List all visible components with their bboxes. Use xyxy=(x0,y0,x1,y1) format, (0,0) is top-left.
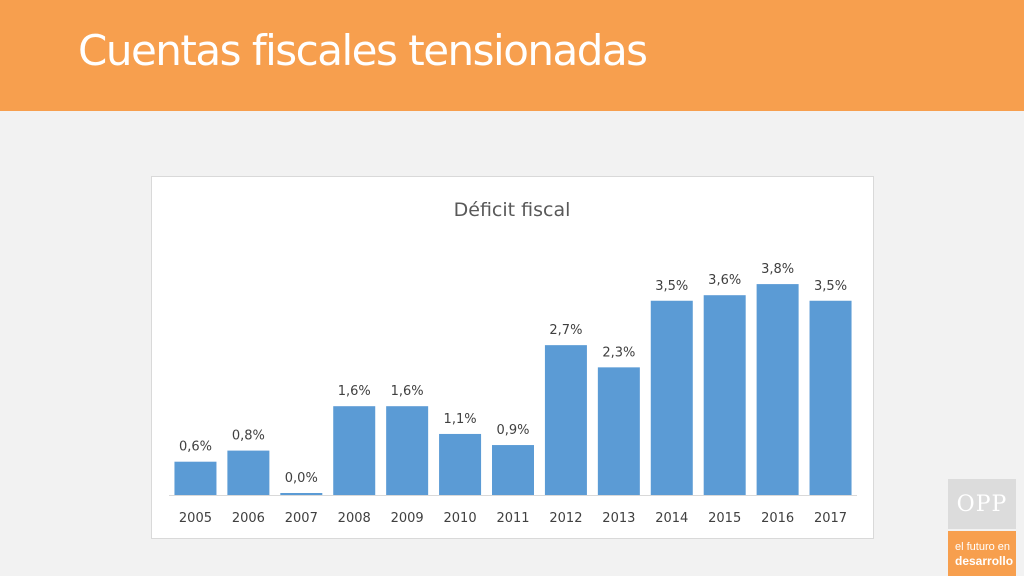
bar-2010 xyxy=(439,433,482,495)
x-tick-label-2011: 2011 xyxy=(496,511,529,526)
bar-2015 xyxy=(703,295,746,495)
data-label-2014: 3,5% xyxy=(655,279,688,294)
data-label-2010: 1,1% xyxy=(444,412,477,427)
bar-2006 xyxy=(227,450,270,495)
bar-2014 xyxy=(650,300,693,495)
bar-2009 xyxy=(386,406,429,495)
bar-2012 xyxy=(544,345,587,495)
data-label-2009: 1,6% xyxy=(391,384,424,399)
x-tick-label-2012: 2012 xyxy=(549,511,582,526)
logo-name: OPP xyxy=(956,491,1008,517)
bar-2008 xyxy=(333,406,376,495)
chart-title: Déficit fiscal xyxy=(454,199,571,221)
x-tick-label-2017: 2017 xyxy=(814,511,847,526)
x-tick-label-2010: 2010 xyxy=(444,511,477,526)
bar-2007 xyxy=(280,493,323,495)
logo-tagline-box: el futuro en desarrollo xyxy=(948,531,1016,576)
x-tick-label-2006: 2006 xyxy=(232,511,265,526)
logo-tagline-line2: desarrollo xyxy=(955,554,1014,568)
chart-container: Déficit fiscal 0,6% 2005 0,8% 2006 0,0% 2007 1… xyxy=(151,176,874,539)
header-banner: Cuentas fiscales tensionadas xyxy=(0,0,1024,111)
slide-title: Cuentas fiscales tensionadas xyxy=(78,26,648,75)
data-label-2016: 3,8% xyxy=(761,262,794,277)
bar-2005 xyxy=(174,461,217,495)
data-label-2005: 0,6% xyxy=(179,440,212,455)
x-tick-label-2014: 2014 xyxy=(655,511,688,526)
data-label-2017: 3,5% xyxy=(814,279,847,294)
x-tick-label-2005: 2005 xyxy=(179,511,212,526)
bar-2013 xyxy=(597,367,640,495)
data-label-2006: 0,8% xyxy=(232,429,265,444)
deficit-bar-chart: Déficit fiscal 0,6% 2005 0,8% 2006 0,0% 2007 1… xyxy=(169,199,857,526)
x-tick-label-2013: 2013 xyxy=(602,511,635,526)
data-label-2008: 1,6% xyxy=(338,384,371,399)
data-label-2012: 2,7% xyxy=(549,323,582,338)
x-tick-label-2008: 2008 xyxy=(338,511,371,526)
x-tick-label-2015: 2015 xyxy=(708,511,741,526)
data-label-2015: 3,6% xyxy=(708,273,741,288)
bar-2017 xyxy=(809,300,852,495)
data-label-2011: 0,9% xyxy=(496,423,529,438)
data-label-2013: 2,3% xyxy=(602,345,635,360)
opp-logo: OPP xyxy=(948,479,1016,529)
x-tick-label-2009: 2009 xyxy=(391,511,424,526)
x-tick-label-2016: 2016 xyxy=(761,511,794,526)
x-tick-label-2007: 2007 xyxy=(285,511,318,526)
logo-tagline-line1: el futuro en xyxy=(955,541,1011,553)
data-label-2007: 0,0% xyxy=(285,471,318,486)
bar-2016 xyxy=(756,284,799,495)
bar-2011 xyxy=(492,445,534,495)
